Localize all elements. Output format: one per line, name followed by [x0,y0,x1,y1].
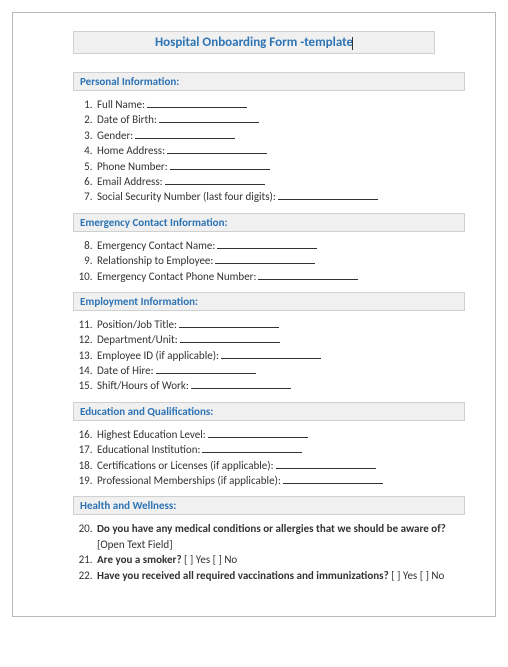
field-label: Home Address: [97,144,165,157]
section-education: Education and Qualifications: [73,402,465,421]
field-full-name: Full Name: [95,97,465,112]
blank-line [202,452,302,453]
section-label: Emergency Contact Information: [80,216,228,229]
employment-list: Position/Job Title: Department/Unit: Emp… [73,317,465,394]
blank-line [170,169,270,170]
emergency-list: Emergency Contact Name: Relationship to … [73,238,465,284]
section-label: Employment Information: [80,295,198,308]
field-prof-mem: Professional Memberships (if applicable)… [95,473,465,488]
blank-line [221,358,321,359]
health-list: Do you have any medical conditions or al… [73,521,465,583]
blank-line [147,107,247,108]
field-gender: Gender: [95,128,465,143]
field-shift: Shift/Hours of Work: [95,378,465,393]
form-page: Hospital Onboarding Form -template Perso… [12,12,496,617]
blank-line [208,437,308,438]
text-cursor [352,37,353,50]
section-label: Personal Information: [80,75,179,88]
title-container: Hospital Onboarding Form -template [73,31,435,54]
field-medical: Do you have any medical conditions or al… [95,521,465,552]
field-department: Department/Unit: [95,332,465,347]
blank-line [283,483,383,484]
field-edu-level: Highest Education Level: [95,427,465,442]
section-label: Health and Wellness: [80,499,176,512]
field-label: Highest Education Level: [97,428,206,441]
blank-line [191,388,291,389]
blank-line [258,279,358,280]
open-text-hint: [Open Text Field] [97,538,173,551]
blank-line [135,138,235,139]
field-label: Department/Unit: [97,333,178,346]
section-health: Health and Wellness: [73,496,465,515]
field-label: Professional Memberships (if applicable)… [97,474,281,487]
field-edu-inst: Educational Institution: [95,442,465,457]
field-label: Relationship to Employee: [97,254,213,267]
section-personal: Personal Information: [73,72,465,91]
field-hire-date: Date of Hire: [95,363,465,378]
field-label: Social Security Number (last four digits… [97,190,276,203]
field-label: Date of Birth: [97,113,157,126]
field-label: Educational Institution: [97,443,200,456]
field-emp-id: Employee ID (if applicable): [95,348,465,363]
field-dob: Date of Birth: [95,112,465,127]
blank-line [159,122,259,123]
education-list: Highest Education Level: Educational Ins… [73,427,465,489]
field-label: Employee ID (if applicable): [97,349,219,362]
field-label: Gender: [97,129,133,142]
field-ec-name: Emergency Contact Name: [95,238,465,253]
blank-line [215,263,315,264]
blank-line [276,468,376,469]
field-label: Full Name: [97,98,145,111]
field-label: Position/Job Title: [97,318,177,331]
field-phone: Phone Number: [95,159,465,174]
blank-line [217,248,317,249]
blank-line [165,184,265,185]
field-label: Do you have any medical conditions or al… [97,522,446,535]
field-ec-relation: Relationship to Employee: [95,253,465,268]
field-position: Position/Job Title: [95,317,465,332]
field-label: Have you received all required vaccinati… [97,569,389,582]
section-emergency: Emergency Contact Information: [73,213,465,232]
blank-line [167,153,267,154]
field-label: Emergency Contact Phone Number: [97,270,256,283]
blank-line [180,342,280,343]
field-label: Email Address: [97,175,163,188]
field-label: Are you a smoker? [97,553,182,566]
blank-line [278,199,378,200]
blank-line [179,327,279,328]
yes-no-options: [ ] Yes [ ] No [182,553,238,566]
field-certs: Certifications or Licenses (if applicabl… [95,458,465,473]
yes-no-options: [ ] Yes [ ] No [389,569,445,582]
section-employment: Employment Information: [73,292,465,311]
field-ec-phone: Emergency Contact Phone Number: [95,269,465,284]
field-vaccinations: Have you received all required vaccinati… [95,568,465,583]
field-smoker: Are you a smoker? [ ] Yes [ ] No [95,552,465,567]
section-label: Education and Qualifications: [80,405,213,418]
field-home-address: Home Address: [95,143,465,158]
form-title: Hospital Onboarding Form -template [155,35,353,50]
field-label: Date of Hire: [97,364,154,377]
personal-list: Full Name: Date of Birth: Gender: Home A… [73,97,465,205]
field-label: Certifications or Licenses (if applicabl… [97,459,274,472]
field-label: Emergency Contact Name: [97,239,215,252]
blank-line [156,373,256,374]
field-ssn: Social Security Number (last four digits… [95,189,465,204]
field-email: Email Address: [95,174,465,189]
field-label: Shift/Hours of Work: [97,379,189,392]
field-label: Phone Number: [97,160,168,173]
